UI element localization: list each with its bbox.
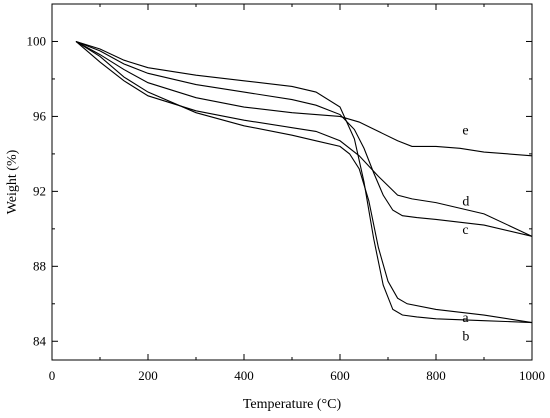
series-label-e: e: [462, 124, 468, 139]
series-label-c: c: [462, 223, 468, 238]
y-tick-label: 88: [33, 258, 46, 273]
series-line-a: [75, 41, 533, 324]
series-lines: [75, 40, 533, 324]
x-tick-label: 400: [234, 368, 254, 383]
y-tick-label: 92: [33, 183, 46, 198]
x-tick-label: 600: [330, 368, 350, 383]
y-tick-label: 100: [27, 33, 47, 48]
y-tick-label: 96: [33, 108, 47, 123]
x-tick-label: 0: [49, 368, 56, 383]
x-tick-label: 1000: [519, 368, 545, 383]
y-tick-label: 84: [33, 333, 47, 348]
y-axis-title: Weight (%): [5, 149, 20, 214]
series-labels: ab cd e: [462, 124, 469, 345]
axis-ticks: 0 200 400 600 800 1000 84 88 92 96 100: [27, 3, 545, 383]
series-label-a: a: [462, 311, 469, 326]
series-label-d: d: [462, 195, 469, 210]
x-tick-label: 800: [426, 368, 446, 383]
x-tick-label: 200: [138, 368, 158, 383]
series-line-d: [75, 41, 533, 237]
series-line-e: [75, 40, 533, 157]
plot-frame: [51, 3, 533, 361]
series-line-c: [75, 40, 533, 237]
x-axis-title: Temperature (°C): [243, 397, 342, 412]
series-line-b: [75, 40, 533, 324]
series-label-b: b: [462, 330, 469, 345]
